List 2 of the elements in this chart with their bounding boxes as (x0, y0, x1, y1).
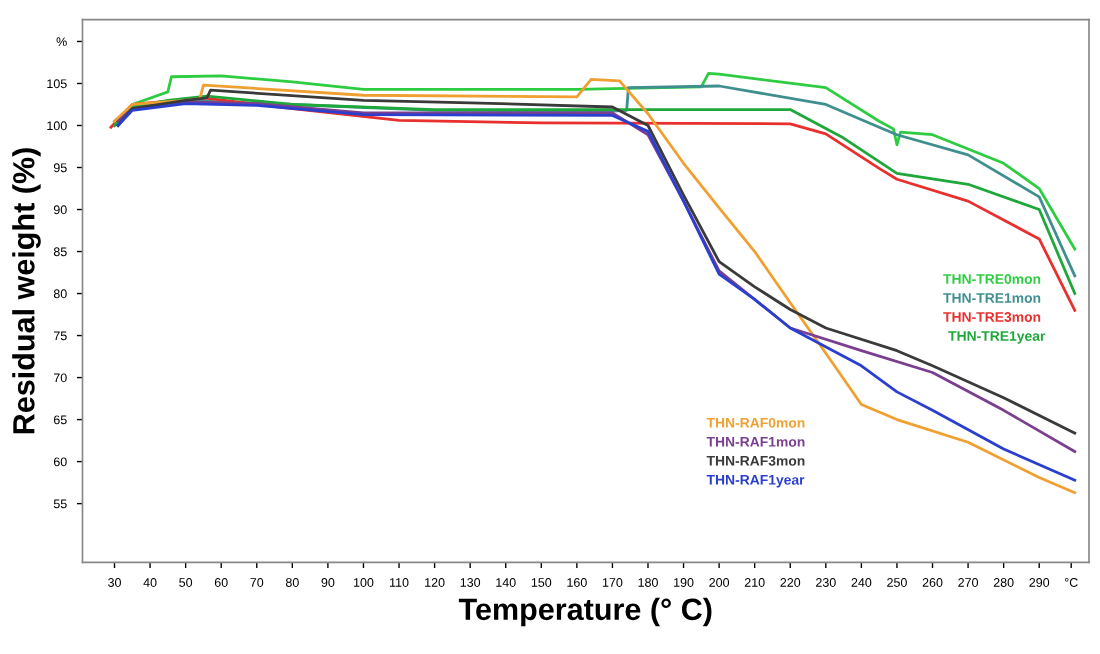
x-axis-title: Temperature (° C) (458, 597, 712, 627)
y-axis-title: Residual weight (%) (12, 148, 41, 434)
